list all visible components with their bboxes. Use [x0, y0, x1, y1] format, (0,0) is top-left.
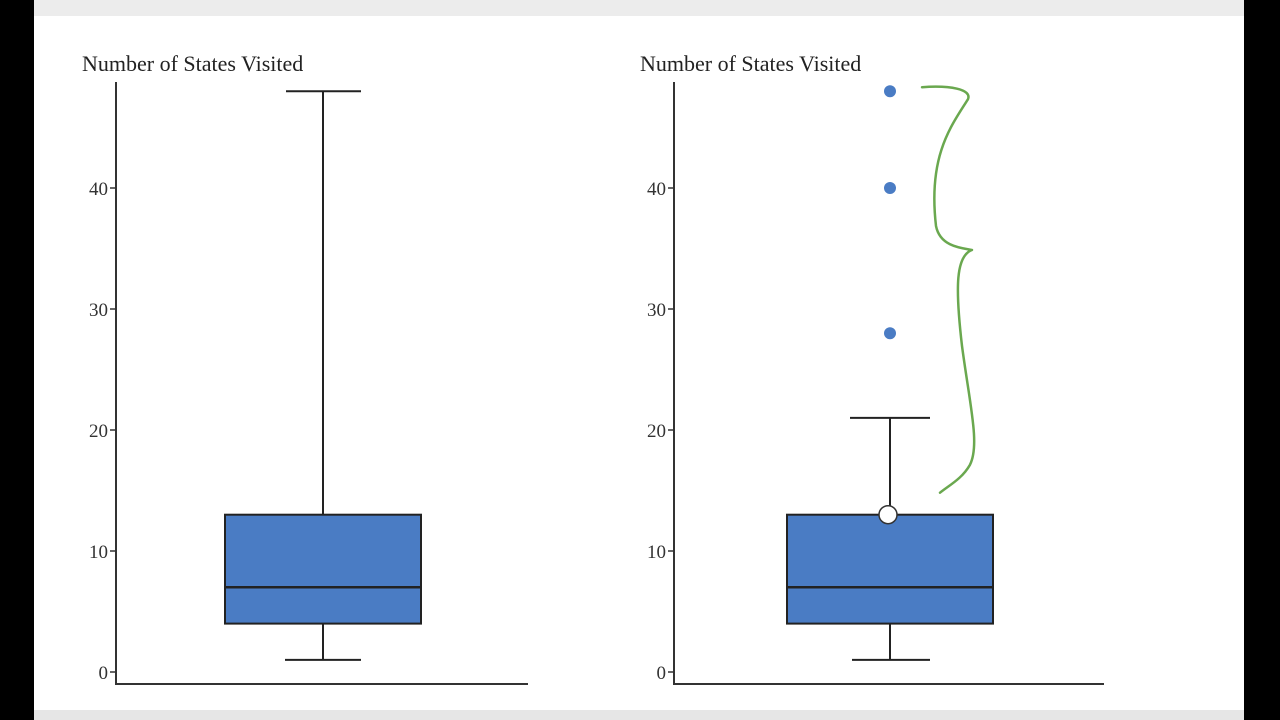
y-tick-label: 40 [89, 179, 108, 200]
y-tick-label: 30 [647, 300, 666, 321]
cursor-indicator [878, 504, 898, 525]
y-tick-label: 10 [89, 542, 108, 563]
chart-panel [34, 0, 1244, 720]
left-frame-bar [0, 0, 34, 720]
y-axis-line [673, 82, 1104, 685]
y-axis-line [115, 82, 528, 685]
y-tick-label: 0 [657, 663, 667, 684]
outlier-point [884, 327, 896, 340]
y-tick-label: 40 [647, 179, 666, 200]
y-tick-label: 0 [99, 663, 109, 684]
iqr-box [786, 513, 994, 625]
chart-title: Number of States Visited [640, 51, 861, 76]
chart-title: Number of States Visited [82, 51, 303, 76]
y-tick-label: 20 [647, 421, 666, 442]
y-tick-label: 30 [89, 300, 108, 321]
iqr-box [224, 513, 422, 625]
outlier-point [884, 182, 896, 194]
top-strip [34, 0, 1244, 16]
boxplot-left: Number of States Visited 0 10 20 30 40 [82, 51, 528, 685]
y-tick-label: 20 [89, 421, 108, 442]
right-frame-bar [1244, 0, 1280, 720]
outlier-point [884, 85, 896, 98]
curly-brace-icon [920, 85, 976, 494]
boxplot-right: Number of States Visited 0 10 20 30 40 [640, 51, 1104, 685]
bottom-strip [34, 710, 1244, 720]
y-tick-label: 10 [647, 542, 666, 563]
